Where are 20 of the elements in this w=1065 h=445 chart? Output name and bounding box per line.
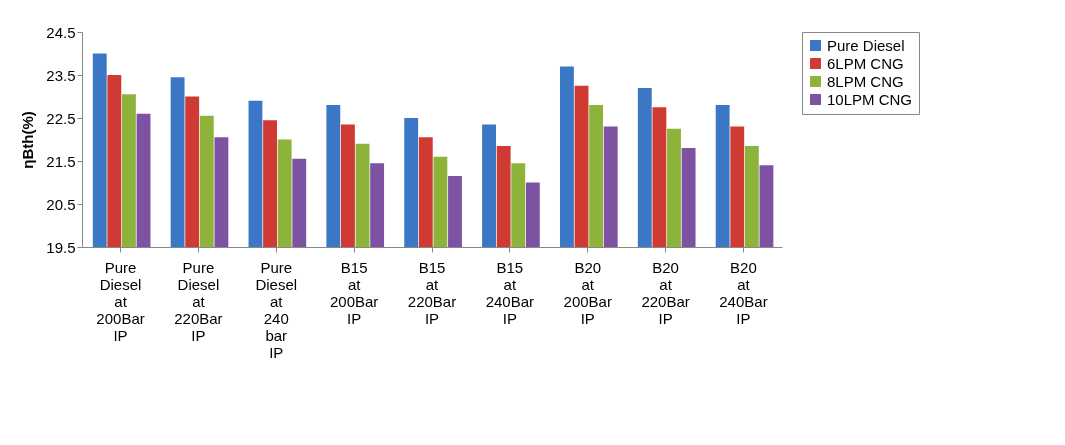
y-tick-label: 24.5 bbox=[46, 23, 76, 41]
y-tick-label: 19.5 bbox=[46, 238, 76, 256]
legend-label: Pure Diesel bbox=[827, 36, 905, 54]
x-tick-label: Pure Diesel at 240 bar IP bbox=[255, 258, 298, 361]
y-axis-title: ηBth(%) bbox=[19, 111, 37, 169]
x-tick-label: B15 at 200Bar IP bbox=[329, 258, 379, 327]
x-tick-label: B20 at 200Bar IP bbox=[563, 258, 612, 327]
x-tick-label: B15 at 220Bar IP bbox=[407, 258, 457, 327]
x-tick-label: B20 at 240Bar IP bbox=[719, 258, 768, 327]
y-tick-label: 23.5 bbox=[46, 66, 76, 84]
y-tick-label: 22.5 bbox=[46, 109, 76, 127]
legend-label: 8LPM CNG bbox=[827, 72, 904, 90]
y-tick-label: 20.5 bbox=[46, 195, 76, 213]
y-tick-label: 21.5 bbox=[46, 152, 76, 170]
x-tick-label: Pure Diesel at 220Bar IP bbox=[174, 258, 223, 344]
x-tick-label: Pure Diesel at 200Bar IP bbox=[96, 258, 145, 344]
legend-label: 10LPM CNG bbox=[827, 90, 913, 108]
legend-label: 6LPM CNG bbox=[827, 54, 904, 72]
x-tick-label: B15 at 240Bar IP bbox=[485, 258, 535, 327]
x-tick-label: B20 at 220Bar IP bbox=[641, 258, 690, 327]
